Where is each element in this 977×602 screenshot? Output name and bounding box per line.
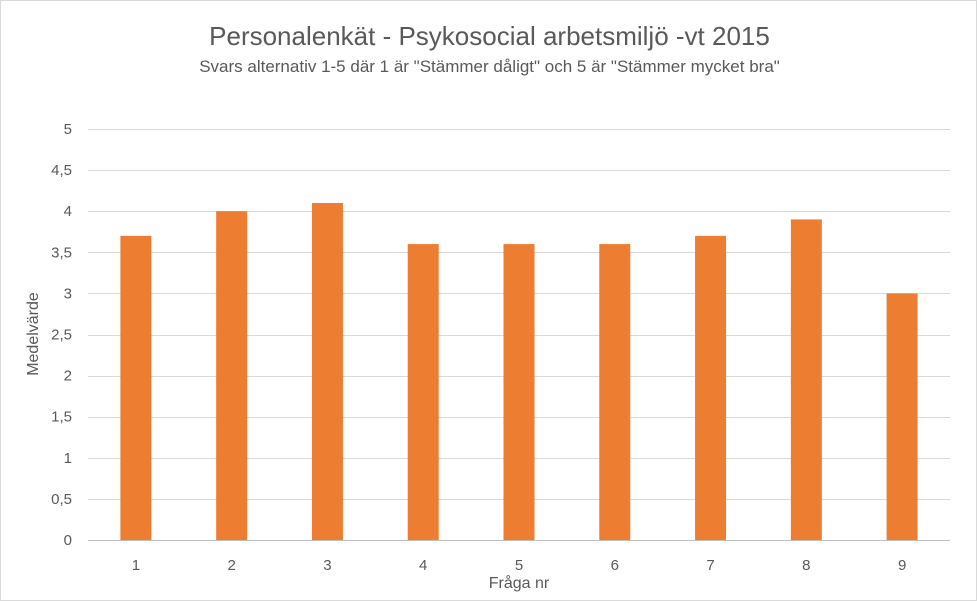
y-tick-labels: 0 0,5 1 1,5 2 2,5 3 3,5 4 4,5 5 [51,121,72,549]
y-tick-label: 1,5 [51,409,72,426]
y-tick-label: 0,5 [51,491,72,508]
bar-fraga-2 [216,211,248,540]
chart-subtitle: Svars alternativ 1-5 där 1 är "Stämmer d… [199,57,780,76]
y-tick-label: 2,5 [51,327,72,344]
x-axis-title: Fråga nr [489,574,550,592]
x-tick-label: 6 [611,557,619,574]
x-tick-label: 1 [132,557,140,574]
bar-fraga-4 [407,244,439,540]
x-tick-label: 4 [419,557,427,574]
y-tick-label: 2 [64,368,72,385]
x-tick-label: 7 [706,557,714,574]
bar-fraga-6 [599,244,631,540]
y-axis-title: Medelvärde [25,292,42,376]
x-tick-labels: 1 2 3 4 5 6 7 8 9 [132,557,907,574]
y-tick-label: 5 [64,121,72,138]
x-tick-label: 3 [323,557,331,574]
x-tick-label: 5 [515,557,523,574]
x-tick-label: 2 [227,557,235,574]
bar-fraga-9 [886,293,918,540]
y-tick-label: 3 [64,285,72,302]
x-tick-label: 9 [898,557,906,574]
bar-fraga-5 [503,244,535,540]
bar-fraga-7 [695,235,727,541]
y-tick-label: 0 [64,532,72,549]
bars [120,202,918,541]
bar-fraga-3 [311,202,343,541]
y-tick-label: 3,5 [51,244,72,261]
x-tick-label: 8 [802,557,810,574]
bar-fraga-1 [120,235,152,541]
y-tick-label: 4 [64,203,72,220]
y-tick-label: 4,5 [51,162,72,179]
chart-title: Personalenkät - Psykosocial arbetsmiljö … [209,21,770,51]
bar-fraga-8 [790,219,822,541]
y-tick-label: 1 [64,450,72,467]
